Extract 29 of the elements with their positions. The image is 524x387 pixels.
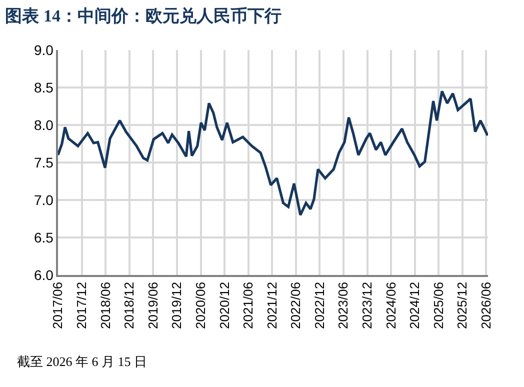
y-tick-label: 9.0	[34, 42, 54, 58]
x-tick-label: 2020/06	[192, 282, 208, 329]
y-tick-label: 6.5	[34, 229, 54, 246]
line-series	[58, 90, 488, 216]
x-tick-label: 2021/12	[264, 282, 280, 329]
x-tick-label: 2017/06	[50, 282, 66, 329]
x-tick-label: 2023/06	[336, 282, 351, 329]
x-tick-label: 2022/06	[288, 282, 304, 329]
x-tick-label: 2023/12	[359, 282, 374, 329]
y-tick-label: 7.5	[34, 154, 54, 170]
y-tick-label: 7.0	[34, 192, 54, 208]
y-tick-label: 8.5	[34, 79, 54, 96]
y-tick-label: 8.0	[34, 116, 54, 133]
x-tick-label: 2017/12	[74, 282, 90, 329]
x-tick-label: 2026/06	[478, 282, 494, 329]
x-tick-label: 2024/12	[407, 282, 422, 329]
chart-title: 图表 14：中间价：欧元兑人民币下行	[5, 6, 282, 26]
x-tick-label: 2025/12	[454, 282, 470, 329]
text: 截至 2026 年 6 月 15 日	[17, 354, 147, 369]
x-tick-label: 2025/06	[430, 282, 446, 329]
x-tick-label: 2021/06	[240, 282, 256, 329]
y-tick-label: 6.0	[34, 266, 54, 283]
x-tick-label: 2018/06	[98, 282, 113, 329]
x-tick-label: 2018/12	[122, 282, 137, 329]
x-tick-label: 2022/12	[312, 282, 327, 329]
x-tick-label: 2020/12	[216, 282, 232, 329]
x-tick-label: 2019/06	[145, 282, 160, 329]
x-tick-label: 2024/06	[383, 282, 398, 329]
x-tick-label: 2019/12	[169, 282, 184, 329]
